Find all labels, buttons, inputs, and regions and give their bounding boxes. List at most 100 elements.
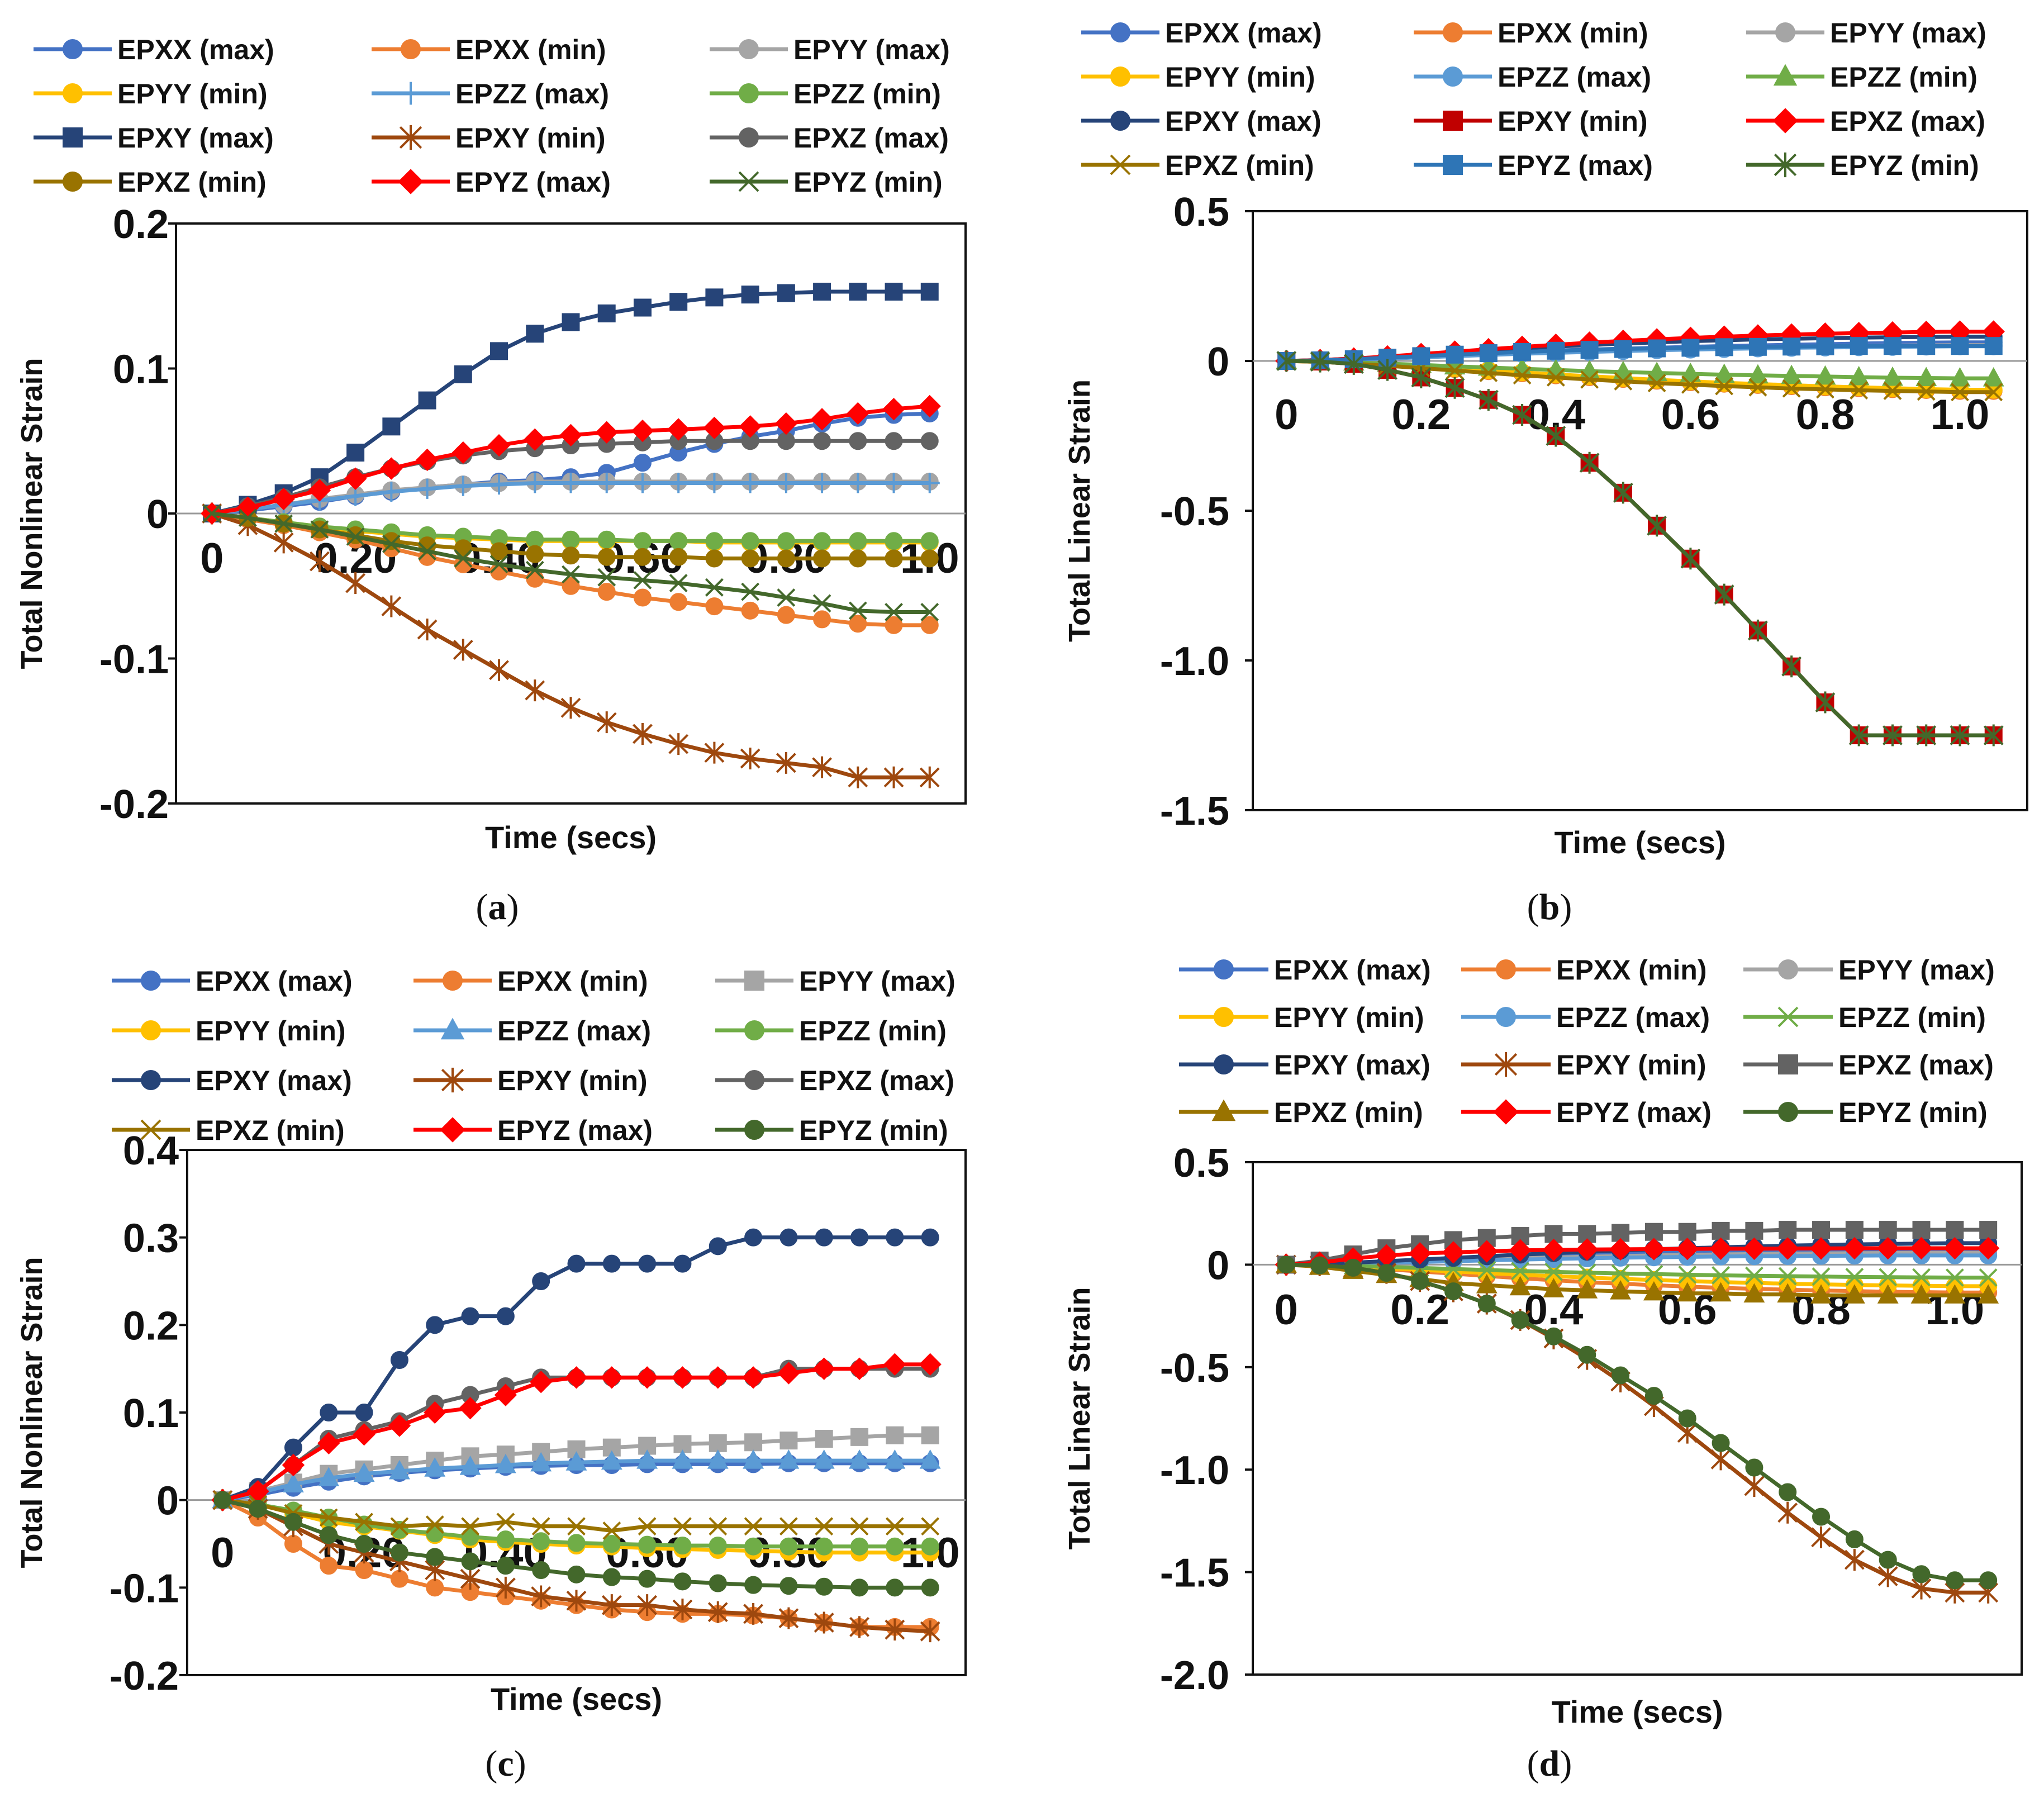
circle-marker-icon xyxy=(1110,22,1130,42)
data-point xyxy=(709,1434,727,1452)
data-point xyxy=(1843,1284,1865,1304)
legend-label: EPXZ (max) xyxy=(793,122,949,154)
data-point xyxy=(532,1561,550,1579)
data-point xyxy=(601,1594,622,1616)
data-point xyxy=(565,1451,587,1471)
circle-marker-icon xyxy=(1778,1102,1798,1122)
data-point xyxy=(1916,724,1937,746)
x-tick-label: 0.8 xyxy=(1796,391,1855,439)
data-point xyxy=(638,1254,657,1273)
data-point xyxy=(921,1228,939,1247)
legend-item: EPYZ (max) xyxy=(1414,150,1653,181)
data-point xyxy=(778,1449,800,1469)
y-tick-label: -1.5 xyxy=(1160,1551,1229,1596)
series-line xyxy=(1286,1228,1989,1267)
data-point xyxy=(525,473,545,493)
data-point xyxy=(673,1572,692,1591)
data-point xyxy=(849,282,867,301)
data-point xyxy=(490,342,508,360)
data-point xyxy=(1744,1266,1763,1285)
legend-label: EPZZ (min) xyxy=(799,1015,947,1047)
legend-label: EPYY (max) xyxy=(1838,954,1995,986)
data-point xyxy=(1915,367,1937,387)
data-point xyxy=(1883,382,1902,401)
data-point xyxy=(1779,1221,1797,1239)
data-point xyxy=(461,1552,479,1571)
legend-item: EPZZ (min) xyxy=(1746,61,1978,93)
data-point xyxy=(1949,367,1971,387)
legend-item: EPXX (max) xyxy=(1081,17,1322,49)
data-point xyxy=(669,532,688,550)
legend: EPXX (max) EPXX (min) EPYY (max) EPYY (min)… xyxy=(34,34,950,198)
legend-item: EPXZ (max) xyxy=(710,122,949,154)
plus-marker-icon xyxy=(399,82,422,105)
legend-label: EPYZ (min) xyxy=(1838,1097,1988,1128)
data-point xyxy=(1747,619,1768,641)
data-point xyxy=(1876,1237,1899,1260)
data-point xyxy=(1513,366,1532,385)
data-point xyxy=(1977,1237,2000,1260)
legend-label: EPYZ (min) xyxy=(799,1115,948,1146)
data-point xyxy=(1613,482,1633,504)
data-point xyxy=(1543,1278,1565,1297)
data-point xyxy=(1917,382,1936,401)
data-point xyxy=(886,1426,904,1444)
legend-label: EPZZ (min) xyxy=(1838,1002,1986,1033)
data-point xyxy=(560,697,581,719)
data-point xyxy=(601,1450,622,1470)
data-point xyxy=(883,1353,906,1376)
y-tick-label: -1.5 xyxy=(1160,789,1229,834)
data-point xyxy=(284,1438,302,1457)
data-point xyxy=(453,639,473,661)
data-point xyxy=(705,288,724,307)
legend-item: EPZZ (min) xyxy=(1743,1002,1986,1033)
legend-label: EPYY (max) xyxy=(793,34,950,65)
data-point xyxy=(526,545,544,563)
data-point xyxy=(567,1565,586,1583)
square-marker-icon xyxy=(1443,155,1463,175)
diamond-marker-icon xyxy=(1493,1099,1519,1125)
legend-label: EPXZ (min) xyxy=(1165,150,1314,181)
x-axis-title: Time (secs) xyxy=(1554,825,1725,860)
data-point xyxy=(709,1517,728,1536)
legend-item: EPYZ (min) xyxy=(715,1115,948,1146)
legend-item: EPXY (min) xyxy=(1461,1049,1706,1081)
data-point xyxy=(849,532,867,550)
data-point xyxy=(489,474,510,495)
data-point xyxy=(633,532,652,550)
data-point xyxy=(1511,1311,1529,1329)
data-point xyxy=(597,548,616,566)
data-point xyxy=(1412,347,1430,365)
data-point xyxy=(530,1371,553,1394)
data-point xyxy=(202,504,221,523)
legend-item: EPZZ (min) xyxy=(715,1015,947,1047)
data-point xyxy=(531,1517,550,1536)
circle-marker-icon xyxy=(1775,22,1795,42)
data-point xyxy=(320,1557,338,1575)
legend-label: EPXZ (min) xyxy=(1274,1097,1423,1128)
data-point xyxy=(633,588,652,607)
legend-item: EPXY (max) xyxy=(1179,1049,1430,1081)
diamond-marker-icon xyxy=(440,1117,465,1143)
data-point xyxy=(1477,1295,1496,1313)
data-point xyxy=(525,560,544,579)
data-point xyxy=(1544,1262,1563,1281)
data-point xyxy=(1678,1409,1696,1428)
data-point xyxy=(815,1577,833,1596)
data-point xyxy=(779,1537,798,1556)
data-point xyxy=(1513,343,1532,361)
y-axis-title: Total Linear Strain xyxy=(1063,1287,1096,1549)
legend-item: EPYZ (min) xyxy=(710,167,943,198)
y-tick-label: 0 xyxy=(146,492,169,537)
data-point xyxy=(526,569,544,588)
data-point xyxy=(1444,1282,1462,1301)
data-point xyxy=(813,532,831,550)
data-point xyxy=(1979,1571,1998,1590)
data-point xyxy=(353,1423,375,1446)
legend-label: EPXZ (max) xyxy=(799,1065,954,1096)
legend-item: EPXX (min) xyxy=(1461,954,1706,986)
data-point xyxy=(705,578,724,597)
legend-item: EPYZ (max) xyxy=(413,1115,653,1146)
data-point xyxy=(602,1568,621,1586)
data-point xyxy=(709,1574,727,1592)
